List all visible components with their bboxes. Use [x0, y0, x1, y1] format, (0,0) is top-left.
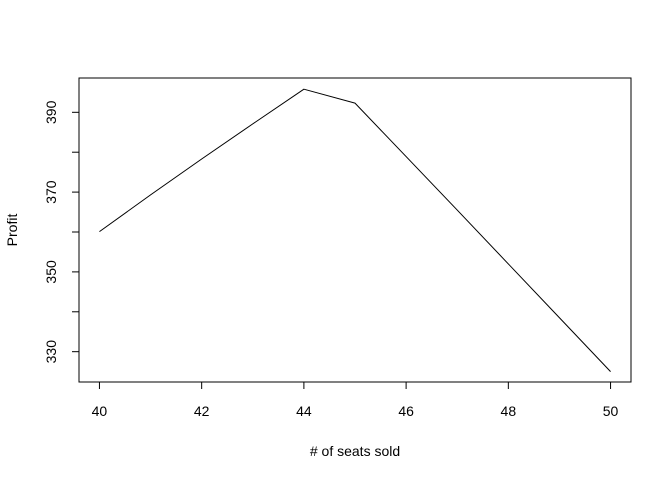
y-tick-label: 350 — [43, 260, 59, 284]
x-tick-label: 42 — [194, 403, 210, 419]
x-tick-label: 48 — [501, 403, 517, 419]
y-axis-title: Profit — [4, 214, 20, 247]
x-tick-label: 46 — [398, 403, 414, 419]
y-tick-label: 330 — [43, 340, 59, 364]
x-axis: 40 42 44 46 48 50 — [92, 381, 619, 419]
plot-frame — [78, 77, 632, 383]
x-axis-title: # of seats sold — [310, 443, 400, 459]
y-axis: 330 350 370 390 — [43, 100, 80, 364]
y-tick-label: 390 — [43, 100, 59, 124]
x-tick-label: 40 — [92, 403, 108, 419]
x-tick-label: 44 — [296, 403, 312, 419]
series-group — [99, 88, 611, 372]
series-line — [99, 88, 611, 372]
y-tick-label: 370 — [43, 180, 59, 204]
x-tick-label: 50 — [603, 403, 619, 419]
